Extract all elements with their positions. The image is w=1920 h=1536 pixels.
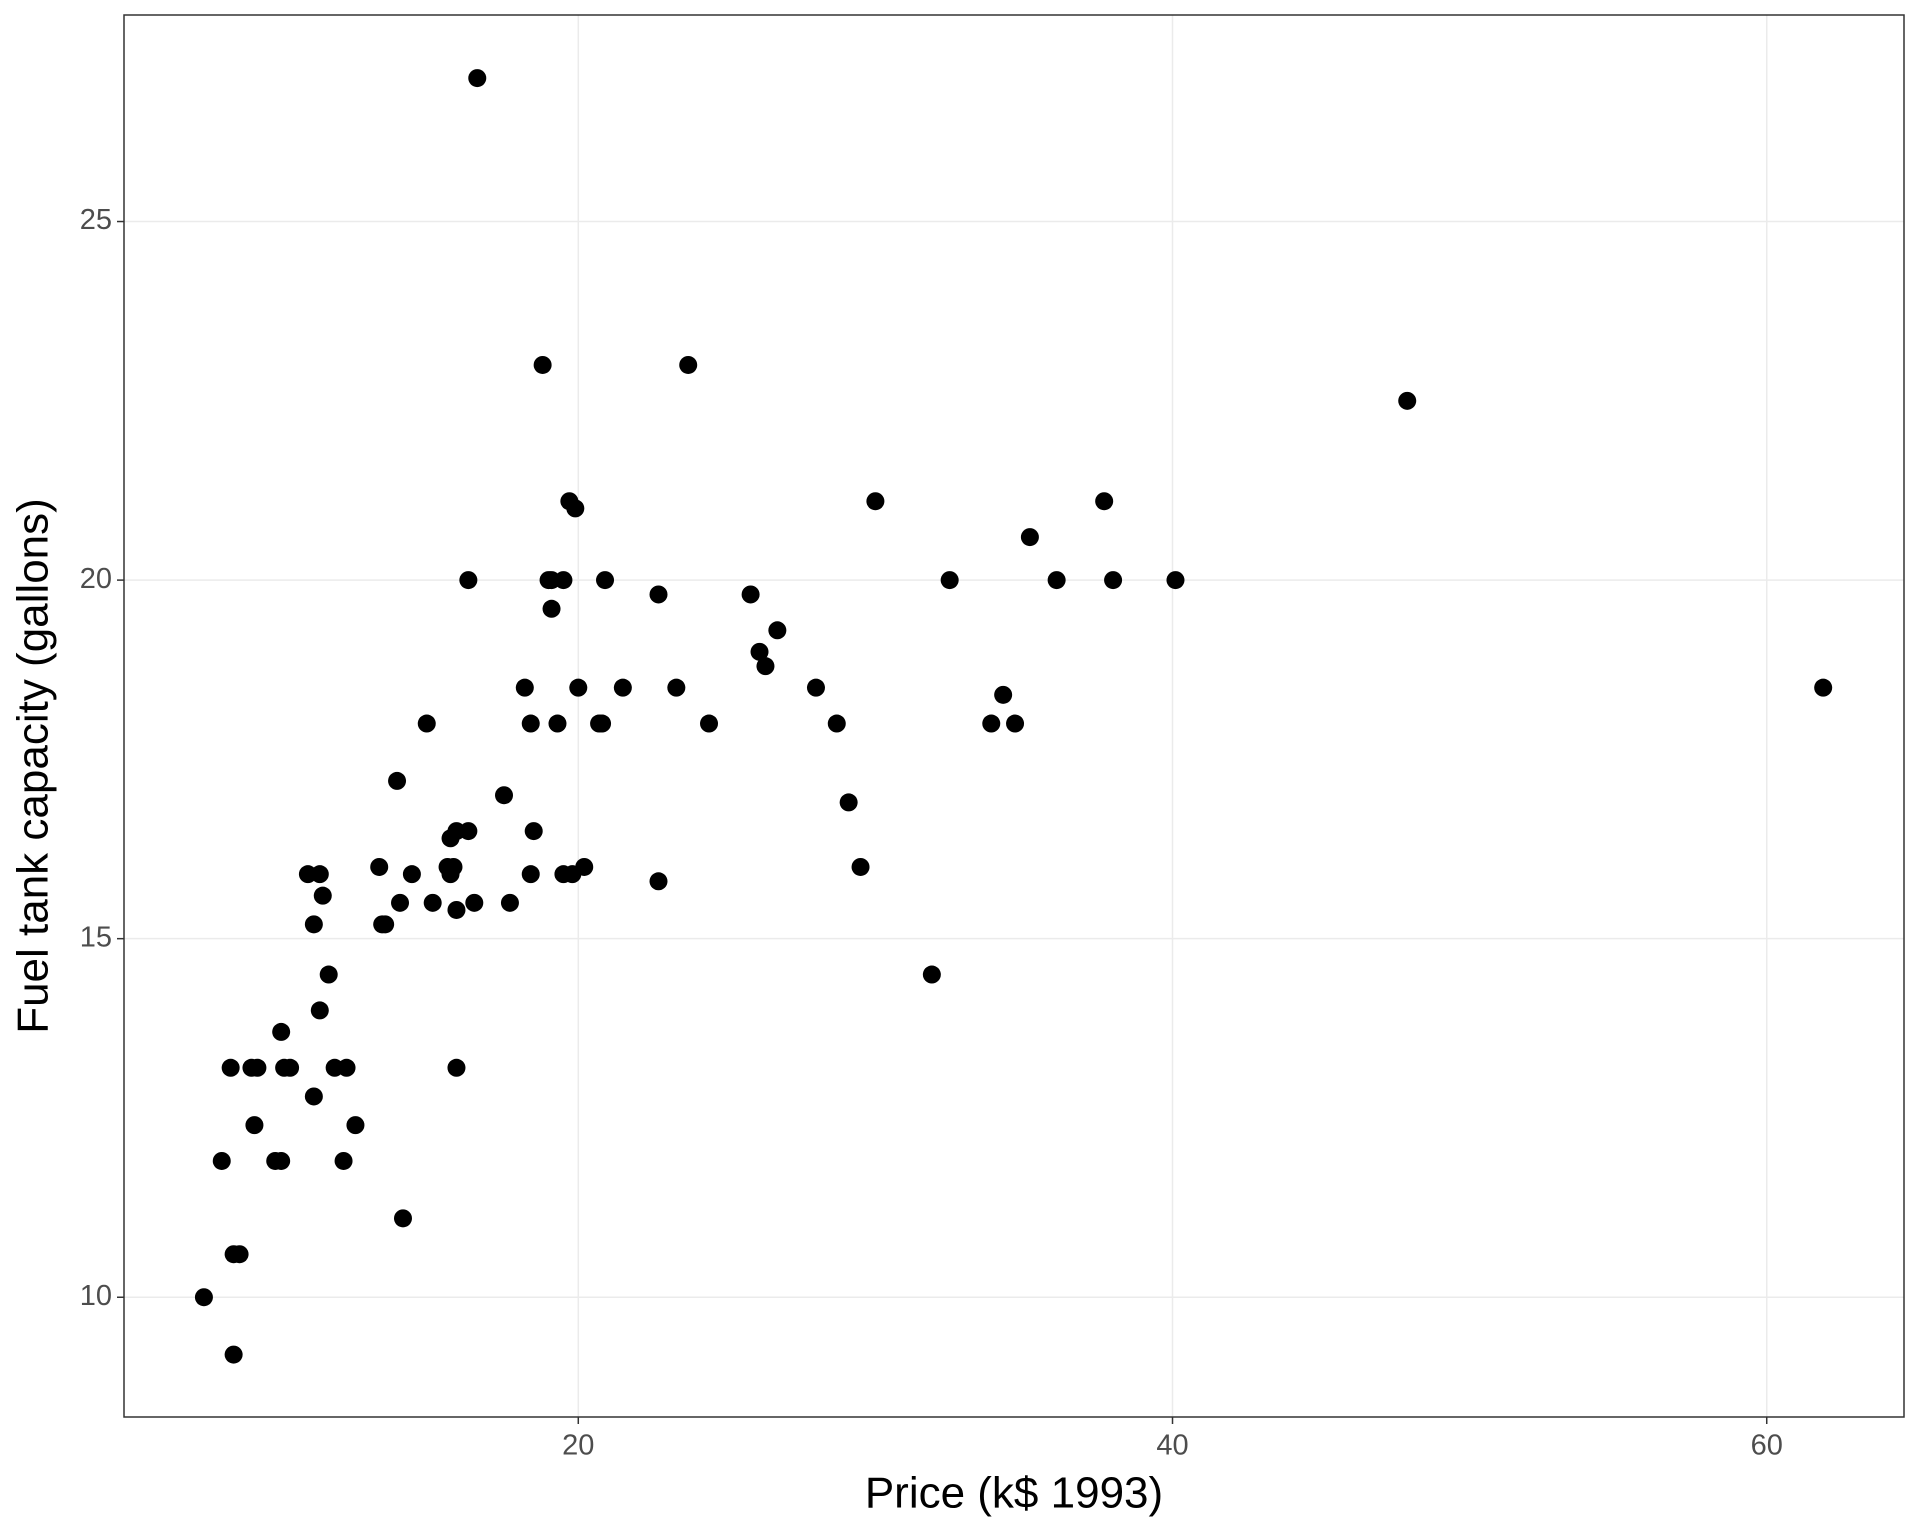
point (465, 893, 484, 912)
point (242, 1058, 261, 1077)
point (569, 678, 588, 697)
point (613, 678, 632, 697)
point (459, 822, 478, 841)
point (679, 355, 698, 374)
point (700, 714, 719, 733)
point (495, 786, 514, 805)
point (524, 822, 543, 841)
point (334, 1151, 353, 1170)
point (542, 599, 561, 618)
plot-border (123, 14, 1905, 1418)
point (806, 678, 825, 697)
point (548, 714, 567, 733)
point (768, 621, 787, 640)
point (423, 893, 442, 912)
point (554, 571, 573, 590)
x-axis-title: Price (k$ 1993) (865, 1469, 1163, 1518)
point (940, 571, 959, 590)
point (346, 1116, 365, 1135)
point (417, 714, 436, 733)
point (281, 1058, 300, 1077)
point (468, 69, 487, 88)
point (272, 1022, 291, 1041)
point (310, 1001, 329, 1020)
point (590, 714, 609, 733)
point (649, 585, 668, 604)
point (304, 1087, 323, 1106)
point (554, 865, 573, 884)
point (1020, 528, 1039, 547)
point (298, 865, 317, 884)
point (319, 965, 338, 984)
point (1398, 391, 1417, 410)
point (447, 1058, 466, 1077)
point (560, 492, 579, 511)
point (521, 714, 540, 733)
y-axis-title: Fuel tank capacity (gallons) (9, 498, 58, 1034)
point (230, 1245, 249, 1264)
point (1104, 571, 1123, 590)
point (922, 965, 941, 984)
point (391, 893, 410, 912)
y-tick-label: 20 (80, 563, 112, 595)
point (370, 857, 389, 876)
point (839, 793, 858, 812)
point (827, 714, 846, 733)
point (376, 915, 395, 934)
point (994, 685, 1013, 704)
point (500, 893, 519, 912)
x-tick-label: 40 (1156, 1430, 1188, 1462)
point (325, 1058, 344, 1077)
point (596, 571, 615, 590)
point (756, 657, 775, 676)
point (304, 915, 323, 934)
point (533, 355, 552, 374)
x-tick-label: 60 (1751, 1430, 1783, 1462)
point (194, 1288, 213, 1307)
point (851, 857, 870, 876)
point (649, 872, 668, 891)
point (750, 642, 769, 661)
point (1006, 714, 1025, 733)
x-tick-label: 20 (562, 1430, 594, 1462)
point (224, 1345, 243, 1364)
point (521, 865, 540, 884)
point (1095, 492, 1114, 511)
point (212, 1151, 231, 1170)
point (393, 1209, 412, 1228)
point (515, 678, 534, 697)
y-tick-label: 15 (80, 921, 112, 953)
y-tick-label: 10 (80, 1280, 112, 1312)
point (741, 585, 760, 604)
point (1047, 571, 1066, 590)
point (441, 865, 460, 884)
y-tick-label: 25 (80, 204, 112, 236)
point (402, 865, 421, 884)
point (667, 678, 686, 697)
point (459, 571, 478, 590)
point (1814, 678, 1833, 697)
point (266, 1151, 285, 1170)
point (313, 886, 332, 905)
point (388, 771, 407, 790)
point (1166, 571, 1185, 590)
point (866, 492, 885, 511)
point (982, 714, 1001, 733)
point (245, 1116, 264, 1135)
point (447, 900, 466, 919)
point (221, 1058, 240, 1077)
